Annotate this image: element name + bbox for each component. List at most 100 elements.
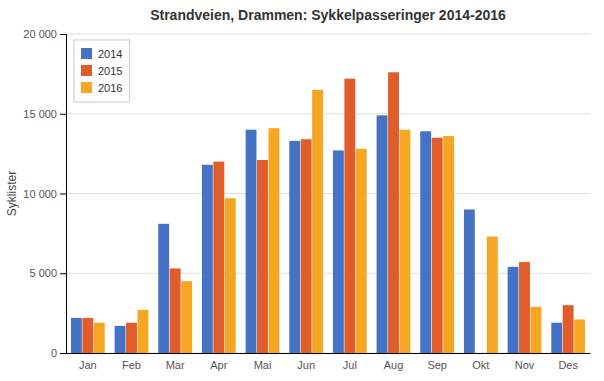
x-tick: Apr bbox=[210, 353, 227, 371]
y-tick: 20 000 bbox=[23, 28, 66, 40]
y-tick-line bbox=[60, 34, 66, 35]
y-tick: 10 000 bbox=[23, 188, 66, 200]
bar bbox=[115, 326, 126, 353]
bar bbox=[464, 209, 475, 353]
y-tick-line bbox=[60, 114, 66, 115]
bar bbox=[487, 237, 498, 353]
x-tick: Feb bbox=[122, 353, 141, 371]
bar bbox=[563, 305, 574, 353]
y-tick-label: 0 bbox=[51, 347, 57, 359]
x-tick: Jun bbox=[297, 353, 315, 371]
bar bbox=[158, 224, 169, 353]
y-tick-line bbox=[60, 273, 66, 274]
bar bbox=[531, 307, 542, 353]
y-axis: 0 5 000 10 000 15 000 20 000 bbox=[23, 28, 66, 359]
legend-label: 2016 bbox=[98, 82, 122, 94]
x-tick: Mar bbox=[166, 353, 185, 371]
x-tick-label: Mar bbox=[166, 359, 185, 371]
bar bbox=[475, 353, 486, 354]
bar bbox=[202, 165, 213, 353]
bar bbox=[94, 323, 105, 353]
x-tick: Des bbox=[558, 353, 578, 371]
y-axis-title: Syklister bbox=[5, 171, 19, 216]
x-tick-label: Feb bbox=[122, 359, 141, 371]
x-tick-label: Jul bbox=[343, 359, 357, 371]
bar bbox=[257, 160, 268, 353]
x-axis-line bbox=[67, 353, 591, 354]
x-tick-label: Sep bbox=[427, 359, 447, 371]
legend-swatch bbox=[81, 65, 92, 76]
x-tick: Nov bbox=[515, 353, 535, 371]
x-tick: Okt bbox=[472, 353, 489, 371]
y-tick-label: 5 000 bbox=[29, 267, 57, 279]
legend-swatch bbox=[81, 82, 92, 93]
y-tick-label: 15 000 bbox=[23, 108, 57, 120]
bar bbox=[312, 90, 323, 353]
bar bbox=[519, 262, 530, 353]
plot: Jan Feb Mar Apr Mai Jun Jul Aug Sep Okt Nov Des 0 5 0… bbox=[23, 28, 590, 371]
x-tick-label: Aug bbox=[384, 359, 404, 371]
y-tick: 5 000 bbox=[29, 267, 66, 279]
bar bbox=[344, 79, 355, 353]
bar bbox=[574, 320, 585, 353]
bar bbox=[551, 323, 562, 353]
bar bbox=[388, 72, 399, 353]
y-tick-label: 10 000 bbox=[23, 188, 57, 200]
bar bbox=[432, 138, 443, 353]
x-axis: Jan Feb Mar Apr Mai Jun Jul Aug Sep Okt Nov Des bbox=[67, 353, 591, 371]
y-tick-label: 20 000 bbox=[23, 28, 57, 40]
bar bbox=[82, 318, 93, 353]
bar bbox=[377, 115, 388, 353]
bar-series bbox=[82, 72, 573, 353]
x-tick-label: Apr bbox=[210, 359, 227, 371]
y-tick: 15 000 bbox=[23, 108, 66, 120]
legend: 2014 2015 2016 bbox=[74, 40, 129, 102]
y-tick: 0 bbox=[51, 347, 66, 359]
bar bbox=[246, 130, 257, 353]
legend-label: 2015 bbox=[98, 65, 122, 77]
x-tick-label: Jan bbox=[79, 359, 97, 371]
bar bbox=[71, 318, 82, 353]
grid-line bbox=[66, 34, 590, 35]
x-tick-label: Des bbox=[558, 359, 578, 371]
legend-item: 2014 bbox=[81, 48, 122, 60]
bar bbox=[356, 149, 367, 353]
bar bbox=[138, 310, 149, 353]
bar-series bbox=[94, 90, 585, 353]
legend-box bbox=[74, 40, 129, 102]
grid bbox=[66, 34, 590, 353]
bar bbox=[508, 267, 519, 353]
bar bbox=[269, 128, 280, 353]
bar bbox=[213, 162, 224, 353]
x-tick-label: Nov bbox=[515, 359, 535, 371]
bar bbox=[301, 139, 312, 353]
y-tick-line bbox=[60, 353, 66, 354]
x-tick-label: Jun bbox=[297, 359, 315, 371]
bar bbox=[420, 131, 431, 353]
bar bbox=[170, 268, 181, 353]
x-tick: Aug bbox=[384, 353, 404, 371]
x-tick: Mai bbox=[254, 353, 272, 371]
title: Strandveien, Drammen: Sykkelpasseringer … bbox=[150, 7, 506, 23]
bar bbox=[181, 281, 192, 353]
legend-item: 2016 bbox=[81, 82, 122, 94]
bar bbox=[289, 141, 300, 353]
x-tick-label: Okt bbox=[472, 359, 489, 371]
legend-item: 2015 bbox=[81, 65, 122, 77]
x-tick: Jan bbox=[79, 353, 97, 371]
chart: Jan Feb Mar Apr Mai Jun Jul Aug Sep Okt Nov Des 0 5 0… bbox=[0, 0, 604, 381]
bar bbox=[225, 198, 236, 353]
grid-line bbox=[66, 113, 590, 114]
y-tick-line bbox=[60, 194, 66, 195]
grid-line bbox=[66, 193, 590, 194]
legend-label: 2014 bbox=[98, 48, 122, 60]
bar bbox=[443, 136, 454, 353]
x-tick-label: Mai bbox=[254, 359, 272, 371]
bar bbox=[333, 150, 344, 353]
bars bbox=[71, 72, 585, 353]
bar bbox=[126, 323, 137, 353]
y-axis-line bbox=[60, 35, 67, 354]
x-tick: Jul bbox=[343, 353, 357, 371]
x-tick: Sep bbox=[427, 353, 447, 371]
bar bbox=[400, 130, 411, 353]
